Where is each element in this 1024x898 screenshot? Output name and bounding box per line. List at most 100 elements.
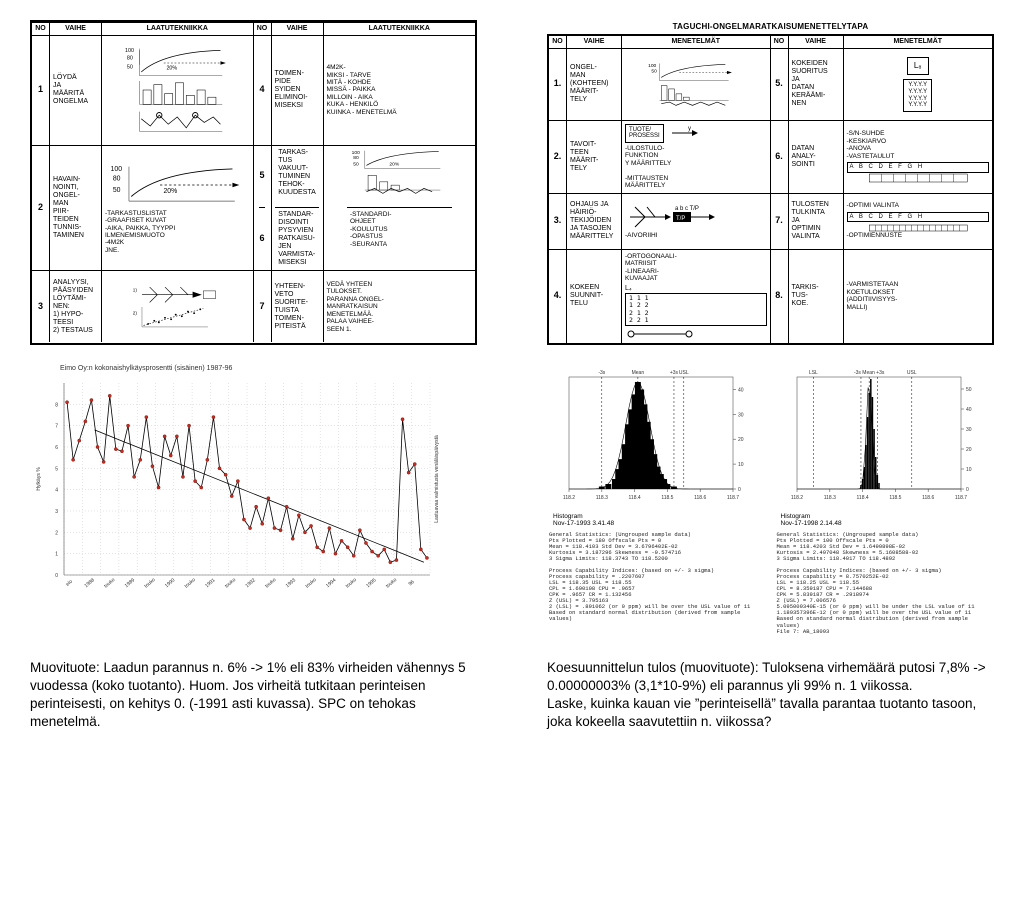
svg-text:30: 30 [966, 427, 972, 433]
left-row-3-tech: 1) 2) [102, 271, 254, 342]
svg-text:1994: 1994 [325, 577, 338, 589]
left-row-2-no: 2 [32, 146, 50, 271]
r-col-vaihe-r: VAIHE [789, 36, 844, 48]
left-row-2-tech-text: -TARKASTUSLISTAT -GRAAFISET KUVAT -AIKA,… [105, 210, 250, 255]
svg-text:1992: 1992 [244, 577, 257, 589]
left-row-4-no: 4 [254, 36, 272, 145]
svg-text:20: 20 [966, 447, 972, 453]
svg-text:10: 10 [966, 467, 972, 473]
svg-text:118.6: 118.6 [922, 495, 934, 501]
r7-vaihe: TULOSTEN TULKINTA JA OPTIMIN VALINTA [789, 194, 844, 249]
r2-no: 2. [549, 121, 567, 193]
col-tech-l: LAATUTEKNIIKKA [102, 23, 254, 35]
r-col-no-r: NO [771, 36, 789, 48]
svg-text:100: 100 [352, 150, 360, 156]
svg-text:118.5: 118.5 [661, 495, 673, 501]
left-table-head: NO VAIHE LAATUTEKNIIKKA NO VAIHE LAATUTE… [32, 22, 475, 35]
left-row-7-vaihe: YHTEEN- VETO SUORITE- TUISTA TOIMEN- PIT… [272, 271, 324, 342]
svg-text:+3s: +3s [670, 370, 679, 376]
svg-text:-3s: -3s [598, 370, 605, 376]
svg-text:80: 80 [353, 155, 359, 161]
linear-graph-icon [625, 328, 695, 340]
svg-text:elo: elo [65, 578, 74, 587]
l4-matrix: 1 1 1 1 2 2 2 1 2 2 2 1 [625, 293, 767, 326]
svg-text:touko: touko [143, 577, 156, 590]
svg-text:Mean: Mean [632, 370, 645, 376]
svg-text:0: 0 [55, 573, 58, 579]
taguchi-title: TAGUCHI-ONGELMARATKAISUMENETTELYTAPA [547, 20, 994, 34]
r-col-meth-r: MENETELMÄT [844, 36, 993, 48]
l4-label: L₄ [625, 285, 767, 293]
svg-text:118.5: 118.5 [889, 495, 901, 501]
svg-text:7: 7 [55, 423, 58, 429]
r1-vaihe: ONGEL- MAN (KOHTEEN) MÄÄRIT- TELY [567, 49, 622, 120]
svg-text:0: 0 [738, 487, 741, 493]
level-grid-icon [847, 224, 990, 232]
svg-text:118.2: 118.2 [563, 495, 575, 501]
r5-no: 5. [771, 49, 789, 120]
svg-text:118.7: 118.7 [727, 495, 739, 501]
svg-text:5: 5 [55, 466, 58, 472]
left-method-table: NO VAIHE LAATUTEKNIIKKA NO VAIHE LAATUTE… [30, 20, 477, 345]
r-col-vaihe-l: VAIHE [567, 36, 622, 48]
col-tech-r: LAATUTEKNIIKKA [324, 23, 476, 35]
svg-text:50: 50 [113, 187, 121, 194]
tuote-box: TUOTE/ PROSESSI [625, 124, 664, 143]
hist-left: 010203040118.2118.3118.4118.5118.6118.7-… [547, 363, 767, 635]
svg-text:100: 100 [125, 48, 134, 54]
r-row-3: 3. OHJAUS JA HÄIRIÖ- TEKIJÖIDEN JA TASOJ… [549, 193, 992, 249]
svg-text:USL: USL [679, 370, 689, 376]
svg-text:1): 1) [133, 288, 138, 293]
r3-vaihe: OHJAUS JA HÄIRIÖ- TEKIJÖIDEN JA TASOJEN … [567, 194, 622, 249]
r8-vaihe: TARKIS- TUS- KOE. [789, 250, 844, 343]
svg-text:30: 30 [738, 412, 744, 418]
left-row-6-tech: -STANDARDI- OHJEET -KOULUTUS -OPASTUS -S… [347, 208, 452, 270]
hist-right-svg: 01020304050118.2118.3118.4118.5118.6118.… [775, 363, 985, 513]
svg-text:40: 40 [966, 407, 972, 413]
r-row-2: 2. TAVOIT- TEEN MÄÄRIT- TELY TUOTE/ PROS… [549, 120, 992, 193]
svg-text:1995: 1995 [365, 577, 378, 589]
mini-grid-icon [847, 173, 990, 183]
col-vaihe-r: VAIHE [272, 23, 324, 35]
svg-text:118.3: 118.3 [823, 495, 835, 501]
right-method-table: NO VAIHE MENETELMÄT NO VAIHE MENETELMÄT … [547, 34, 994, 345]
svg-text:50: 50 [651, 69, 657, 75]
svg-text:touko: touko [304, 577, 317, 590]
r3-no: 3. [549, 194, 567, 249]
svg-text:118.2: 118.2 [790, 495, 802, 501]
svg-text:1991: 1991 [204, 577, 217, 589]
left-row-2-vaihe: HAVAIN- NOINTI, ONGEL- MAN PIIR- TEIDEN … [50, 146, 102, 271]
svg-text:80: 80 [113, 175, 121, 182]
r2-tech: TUOTE/ PROSESSI y -ULOSTULO- FUNKTION Y … [622, 121, 771, 193]
r4-tech: -ORTOGONAALI- MATRIISIT -LINEAARI- KUVAA… [622, 250, 771, 343]
r-col-meth-l: MENETELMÄT [622, 36, 771, 48]
svg-text:touko: touko [385, 577, 398, 590]
hist-r-header: Histogram Nov-17-1998 2.14.48 [775, 513, 995, 528]
r7-head: -OPTIMI VALINTA [847, 202, 990, 209]
left-row-6-vaihe: STANDAR- DISOINTI PYSYVIEN RATKAISU- JEN… [275, 208, 319, 270]
svg-text:USL: USL [906, 370, 916, 376]
hist-left-svg: 010203040118.2118.3118.4118.5118.6118.7-… [547, 363, 757, 513]
r-row-1: 1. ONGEL- MAN (KOHTEEN) MÄÄRIT- TELY 100… [549, 48, 992, 120]
r1-no: 1. [549, 49, 567, 120]
caption-right: Koesuunnittelun tulos (muovituote): Tulo… [547, 653, 994, 732]
right-method-panel: TAGUCHI-ONGELMARATKAISUMENETTELYTAPA NO … [547, 20, 994, 345]
r6-no: 6. [771, 121, 789, 193]
left-row-3-vaihe: ANALYYSI, PÄÄSYIDEN LÖYTÄMI- NEN: 1) HYP… [50, 271, 102, 342]
svg-text:80: 80 [127, 56, 133, 62]
r4-head: -ORTOGONAALI- MATRIISIT -LINEAARI- KUVAA… [625, 253, 767, 283]
r6-vaihe: DATAN ANALY- SOINTI [789, 121, 844, 193]
left-row-1-no: 1 [32, 36, 50, 145]
svg-text:y: y [688, 126, 691, 132]
histogram-pair: 010203040118.2118.3118.4118.5118.6118.7-… [547, 363, 994, 635]
r8-no: 8. [771, 250, 789, 343]
svg-text:touko: touko [103, 577, 116, 590]
svg-text:20%: 20% [163, 188, 177, 195]
svg-text:touko: touko [264, 577, 277, 590]
svg-text:6: 6 [55, 445, 58, 451]
svg-text:50: 50 [353, 161, 359, 167]
hist-right: 01020304050118.2118.3118.4118.5118.6118.… [775, 363, 995, 635]
timeseries-svg: 012345678elo1988touko1989touko1990touko1… [30, 375, 450, 605]
right-table-head: NO VAIHE MENETELMÄT NO VAIHE MENETELMÄT [549, 36, 992, 48]
svg-text:-3s Mean +3s: -3s Mean +3s [853, 370, 884, 376]
